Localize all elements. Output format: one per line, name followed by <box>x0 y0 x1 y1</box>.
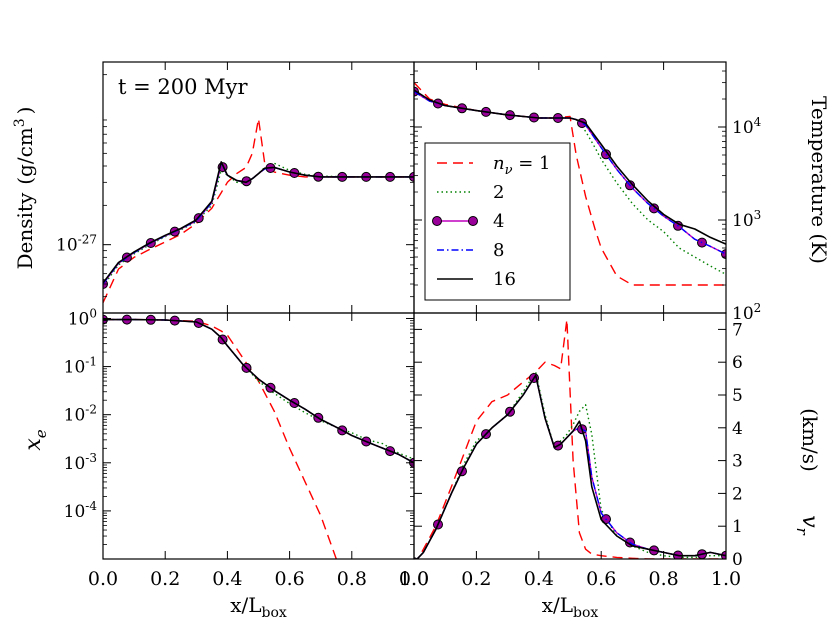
bottom-left-ytick-label: 10-2 <box>64 403 97 426</box>
top-left-series-1 <box>103 118 414 303</box>
legend-marker <box>432 216 442 226</box>
bottom-left-ytick-label: 10-4 <box>64 499 98 522</box>
legend-label-16: 16 <box>493 269 516 290</box>
bottom-right-series-16 <box>416 374 726 559</box>
top-left-frame <box>102 61 415 314</box>
bottom-right-xtick-label: 0.0 <box>399 568 429 590</box>
bottom-left-xtick-label: 0.4 <box>212 568 242 590</box>
bottom-right-xtick-label: 0.6 <box>586 568 616 590</box>
bottom-right-ytick-label: 3 <box>732 452 743 472</box>
top-right-series-16 <box>414 89 726 245</box>
temperature-ylabel: Temperature (K) <box>807 96 830 264</box>
bottom-right-xtick-label: 0.4 <box>524 568 554 590</box>
bottom-right-ytick-label: 1 <box>732 517 743 537</box>
bottom-right-series-1 <box>416 318 726 559</box>
bottom-right-ytick-label: 4 <box>732 419 743 439</box>
bottom-right-frame <box>413 312 727 560</box>
legend-label-8: 8 <box>493 240 504 261</box>
bottom-left-xtick-label: 1.0 <box>399 568 429 590</box>
bottom-left-xtick-label: 0.8 <box>337 568 367 590</box>
top-left-series-4 <box>103 163 414 285</box>
vr-ylabel: (km/s) <box>798 408 822 472</box>
bottom-right-ytick-label: 0 <box>732 550 743 570</box>
density-ylabel: Density(g/cm3) <box>12 107 37 270</box>
legend-label-1: nν = 1 <box>493 153 550 178</box>
bottom-left-series-1 <box>103 318 337 559</box>
top-left-series-group <box>103 118 414 303</box>
bottom-right-ytick-label: 6 <box>732 353 743 373</box>
vr-ylabel-symbol: vr <box>793 515 822 535</box>
bottom-right-ytick-label: 7 <box>732 320 743 340</box>
bottom-left-xtick-label: 0.0 <box>88 568 118 590</box>
bottom-left-xtick-label: 0.2 <box>150 568 180 590</box>
time-annotation: t = 200 Myr <box>118 75 249 99</box>
top-right-series-2 <box>414 91 726 276</box>
xe-ylabel: xe <box>21 429 50 450</box>
bottom-left-ytick-label: 10-3 <box>64 451 97 474</box>
bottom-left-series-16 <box>103 318 414 464</box>
top-left-ytick-label: 10-27 <box>56 233 97 256</box>
bottom-left-ytick-label: 100 <box>68 306 97 329</box>
top-right-series-1 <box>414 82 726 286</box>
top-right-ytick-label: 103 <box>732 208 761 231</box>
top-right-series-group <box>414 82 726 286</box>
bottom-right-series-group <box>414 318 726 559</box>
bottom-left-frame <box>102 312 415 560</box>
bottom-left-xtick-label: 0.6 <box>274 568 304 590</box>
top-right-ytick-label: 102 <box>732 301 761 324</box>
top-left-series-16 <box>103 161 414 284</box>
legend-label-4: 4 <box>493 211 504 232</box>
legend-label-2: 2 <box>493 182 504 203</box>
bottom-right-xlabel: x/Lbox <box>542 593 599 621</box>
bottom-left-xlabel: x/Lbox <box>230 593 287 621</box>
bottom-right-xtick-label: 0.8 <box>648 568 678 590</box>
bottom-right-ytick-label: 5 <box>732 386 743 406</box>
bottom-right-series-2 <box>416 371 726 559</box>
bottom-left-ytick-label: 10-1 <box>64 355 97 378</box>
legend-marker <box>468 216 478 226</box>
top-right-ytick-label: 104 <box>732 115 762 138</box>
bottom-right-xtick-label: 0.2 <box>461 568 491 590</box>
bottom-left-series-group <box>103 314 414 559</box>
bottom-right-ytick-label: 2 <box>732 484 743 504</box>
bottom-right-xtick-label: 1.0 <box>711 568 741 590</box>
